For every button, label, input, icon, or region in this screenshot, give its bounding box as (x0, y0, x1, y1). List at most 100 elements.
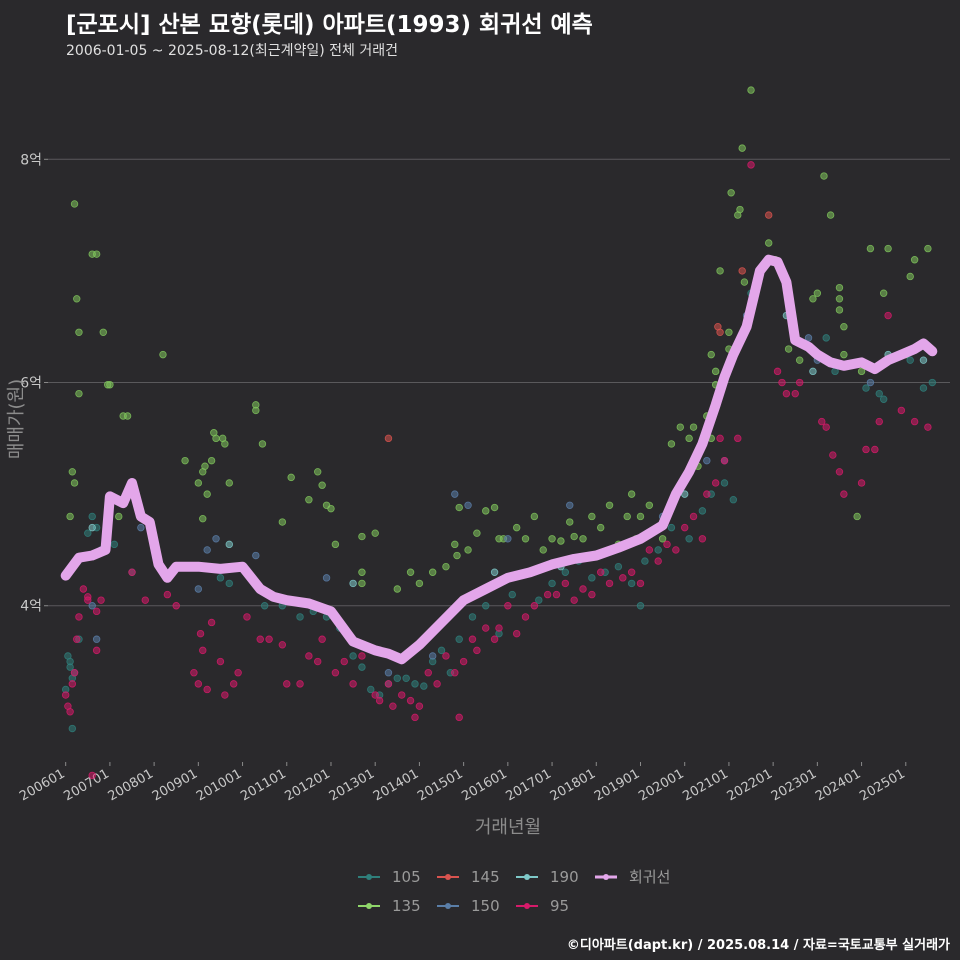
data-point (73, 295, 81, 303)
data-point (747, 161, 755, 169)
data-point (70, 200, 79, 208)
data-point (765, 239, 773, 247)
data-point (199, 646, 207, 655)
data-point (561, 579, 570, 588)
data-point (654, 557, 662, 565)
data-point (437, 646, 446, 655)
x-tick-label: 200601 (17, 766, 67, 804)
data-point (433, 680, 441, 688)
data-point (199, 514, 207, 523)
data-point (442, 562, 450, 571)
data-point (919, 356, 928, 364)
data-point (415, 702, 424, 710)
data-point (455, 635, 463, 643)
data-point (588, 574, 596, 582)
data-point (141, 596, 149, 604)
data-point (349, 579, 357, 588)
data-point (123, 412, 132, 420)
legend-swatch-dot (524, 874, 530, 880)
data-point (645, 501, 654, 509)
series-150 (88, 311, 875, 677)
data-point (225, 540, 233, 549)
data-point (871, 445, 879, 454)
data-point (137, 523, 145, 532)
data-point (521, 535, 530, 543)
data-point (862, 445, 870, 454)
data-point (464, 546, 472, 554)
data-point (561, 568, 570, 576)
data-point (88, 602, 96, 610)
x-tick-label: 200901 (150, 766, 200, 804)
data-point (70, 479, 79, 487)
legend-label: 150 (471, 897, 500, 915)
data-point (596, 568, 605, 576)
data-point (636, 602, 645, 610)
data-point (97, 596, 105, 604)
data-point (924, 423, 932, 431)
data-point (685, 434, 693, 443)
data-point (203, 546, 211, 554)
data-point (66, 708, 74, 716)
data-point (530, 602, 539, 610)
data-point (73, 635, 81, 643)
y-tick-label: 8억 (20, 152, 42, 168)
data-point (778, 378, 786, 387)
legend-item: 95 (516, 897, 569, 915)
y-axis-title: 매매가(원) (6, 379, 27, 459)
data-point (835, 295, 844, 303)
data-point (906, 272, 914, 281)
data-point (490, 503, 499, 512)
series-190 (88, 311, 928, 588)
legend-label: 145 (471, 868, 500, 886)
data-point (605, 501, 614, 509)
data-point (840, 323, 848, 331)
data-point (358, 663, 366, 671)
data-point (453, 551, 461, 560)
data-point (473, 646, 481, 655)
data-point (75, 613, 83, 621)
data-point (663, 540, 671, 549)
data-point (840, 490, 848, 498)
data-point (791, 389, 799, 398)
data-point (636, 579, 645, 588)
data-point (371, 529, 379, 537)
data-point (875, 417, 883, 426)
data-point (194, 479, 203, 487)
data-point (411, 680, 419, 688)
data-point (455, 713, 463, 722)
y-tick-label: 4억 (20, 599, 42, 615)
data-point (110, 540, 119, 549)
x-tick-label: 201501 (415, 766, 465, 804)
data-point (826, 211, 835, 219)
data-point (910, 417, 919, 426)
data-point (543, 590, 552, 599)
data-point (645, 546, 654, 554)
data-point (928, 378, 937, 387)
x-tick-label: 201001 (194, 766, 244, 804)
series-105 (61, 289, 937, 733)
data-point (66, 663, 74, 671)
data-point (459, 657, 468, 666)
data-point (711, 367, 720, 376)
data-point (627, 490, 636, 498)
x-tick-label: 202501 (857, 766, 907, 804)
data-point (216, 574, 225, 582)
data-point (866, 378, 875, 387)
data-point (331, 540, 340, 549)
data-point (548, 535, 556, 543)
data-point (88, 512, 96, 521)
data-point (358, 579, 366, 588)
data-point (482, 624, 490, 632)
data-point (92, 646, 101, 655)
data-point (875, 389, 883, 398)
data-point (331, 669, 340, 677)
data-point (296, 680, 304, 688)
data-point (835, 306, 844, 314)
data-point (822, 334, 830, 342)
x-tick-label: 202001 (636, 766, 686, 804)
data-point (318, 635, 326, 643)
data-point (906, 356, 914, 364)
legend-item: 135 (358, 897, 421, 915)
data-point (924, 244, 932, 253)
legend-label: 95 (550, 897, 569, 915)
